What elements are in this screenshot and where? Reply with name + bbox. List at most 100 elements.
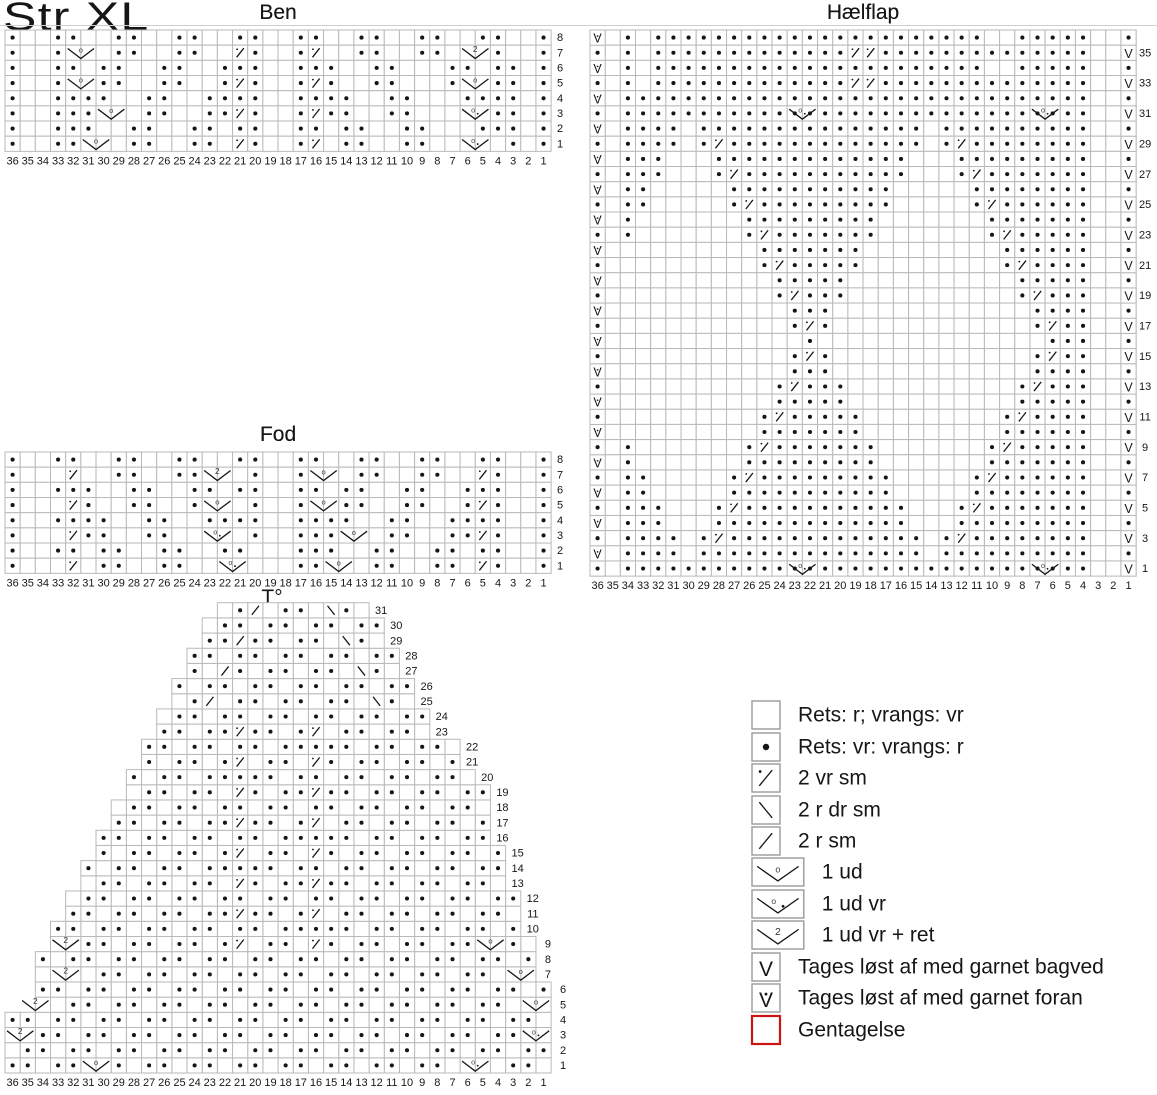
- svg-text:7: 7: [557, 47, 563, 59]
- svg-text:19: 19: [264, 1077, 276, 1089]
- svg-text:o: o: [94, 136, 98, 145]
- svg-text:V: V: [593, 92, 602, 106]
- svg-text:27: 27: [405, 666, 417, 678]
- svg-text:5: 5: [480, 155, 486, 167]
- svg-text:10: 10: [527, 924, 539, 936]
- svg-text:35: 35: [1139, 47, 1151, 59]
- svg-text:1 ud vr + ret: 1 ud vr + ret: [822, 923, 935, 946]
- svg-text:33: 33: [1139, 78, 1151, 90]
- svg-text:8: 8: [1019, 580, 1025, 592]
- svg-text:2 vr sm: 2 vr sm: [798, 766, 867, 789]
- svg-text:31: 31: [667, 580, 679, 592]
- svg-text:18: 18: [280, 1077, 292, 1089]
- svg-text:29: 29: [113, 155, 125, 167]
- svg-text:8: 8: [557, 454, 563, 466]
- svg-text:V: V: [1124, 532, 1133, 546]
- svg-text:25: 25: [173, 155, 185, 167]
- svg-text:17: 17: [496, 817, 508, 829]
- svg-text:V: V: [1124, 229, 1133, 243]
- svg-text:o: o: [352, 528, 356, 537]
- svg-text:3: 3: [557, 530, 563, 542]
- svg-text:3: 3: [557, 108, 563, 120]
- svg-text:19: 19: [264, 155, 276, 167]
- svg-text:V: V: [1124, 259, 1133, 273]
- svg-text:V: V: [1124, 472, 1133, 486]
- svg-text:33: 33: [52, 1077, 64, 1089]
- svg-text:7: 7: [1034, 580, 1040, 592]
- svg-text:2: 2: [557, 545, 563, 557]
- svg-text:V: V: [1124, 138, 1133, 152]
- svg-text:V: V: [593, 214, 602, 228]
- svg-text:2 r dr sm: 2 r dr sm: [798, 798, 881, 821]
- svg-text:29: 29: [698, 580, 710, 592]
- svg-text:Ben: Ben: [259, 1, 296, 24]
- svg-text:28: 28: [128, 155, 140, 167]
- svg-text:8: 8: [434, 577, 440, 589]
- svg-text:31: 31: [375, 605, 387, 617]
- svg-text:10: 10: [401, 155, 413, 167]
- svg-text:2: 2: [560, 1045, 566, 1057]
- svg-text:V: V: [1124, 563, 1133, 577]
- svg-text:27: 27: [728, 580, 740, 592]
- svg-text:14: 14: [340, 577, 352, 589]
- svg-text:5: 5: [557, 500, 563, 512]
- svg-text:6: 6: [557, 485, 563, 497]
- svg-text:34: 34: [37, 1077, 49, 1089]
- svg-text:31: 31: [82, 577, 94, 589]
- svg-text:V: V: [593, 123, 602, 137]
- svg-text:13: 13: [940, 580, 952, 592]
- svg-text:22: 22: [219, 155, 231, 167]
- svg-text:24: 24: [189, 1077, 201, 1089]
- svg-text:18: 18: [280, 155, 292, 167]
- svg-text:30: 30: [97, 577, 109, 589]
- svg-text:25: 25: [1139, 199, 1151, 211]
- svg-text:17: 17: [295, 155, 307, 167]
- svg-text:5: 5: [480, 1077, 486, 1089]
- svg-text:18: 18: [496, 802, 508, 814]
- svg-text:16: 16: [310, 577, 322, 589]
- svg-text:16: 16: [496, 833, 508, 845]
- svg-text:9: 9: [545, 939, 551, 951]
- svg-text:V: V: [1124, 289, 1133, 303]
- svg-text:7: 7: [449, 1077, 455, 1089]
- svg-text:32: 32: [67, 577, 79, 589]
- svg-text:7: 7: [449, 577, 455, 589]
- svg-text:Rets: r; vrangs: vr: Rets: r; vrangs: vr: [798, 703, 964, 726]
- svg-text:21: 21: [1139, 260, 1151, 272]
- svg-text:2: 2: [473, 44, 478, 54]
- svg-text:1: 1: [540, 1077, 546, 1089]
- svg-text:3: 3: [560, 1030, 566, 1042]
- svg-text:1: 1: [560, 1060, 566, 1072]
- svg-text:o: o: [488, 937, 492, 946]
- svg-text:5: 5: [480, 577, 486, 589]
- svg-text:4: 4: [1080, 580, 1086, 592]
- svg-text:13: 13: [355, 1077, 367, 1089]
- svg-text:26: 26: [158, 577, 170, 589]
- svg-text:21: 21: [234, 1077, 246, 1089]
- svg-text:5: 5: [1065, 580, 1071, 592]
- svg-text:31: 31: [82, 155, 94, 167]
- svg-text:Tages løst af med garnet foran: Tages løst af med garnet foran: [798, 986, 1083, 1009]
- svg-text:10: 10: [401, 577, 413, 589]
- svg-text:4: 4: [560, 1015, 566, 1027]
- svg-text:20: 20: [834, 580, 846, 592]
- svg-text:o: o: [473, 76, 477, 85]
- svg-text:16: 16: [310, 155, 322, 167]
- svg-text:V: V: [1124, 381, 1133, 395]
- svg-text:20: 20: [249, 577, 261, 589]
- svg-text:o: o: [321, 498, 325, 507]
- svg-text:V: V: [1124, 77, 1133, 91]
- svg-text:9: 9: [419, 577, 425, 589]
- svg-text:1 ud: 1 ud: [822, 860, 863, 883]
- svg-text:2: 2: [215, 466, 220, 476]
- svg-text:26: 26: [158, 155, 170, 167]
- svg-text:1: 1: [1125, 580, 1131, 592]
- svg-text:6: 6: [465, 155, 471, 167]
- svg-text:33: 33: [52, 155, 64, 167]
- svg-text:14: 14: [340, 1077, 352, 1089]
- svg-text:o: o: [213, 528, 217, 537]
- svg-text:5: 5: [557, 78, 563, 90]
- svg-text:Hælflap: Hælflap: [827, 1, 899, 24]
- svg-text:o: o: [798, 106, 802, 115]
- svg-text:o: o: [337, 558, 341, 567]
